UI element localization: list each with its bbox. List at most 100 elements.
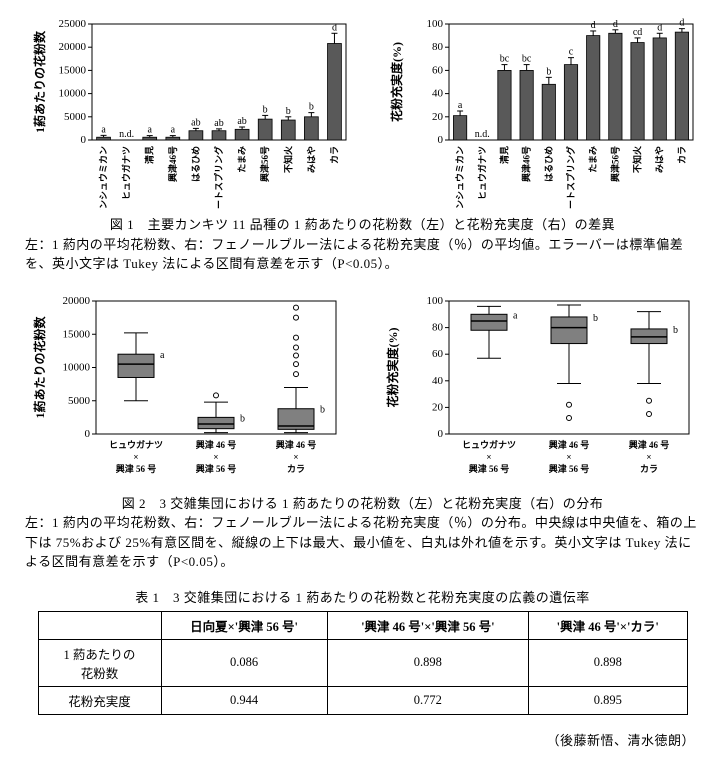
- fig1-caption: 図 1 主要カンキツ 11 品種の 1 葯あたりの花粉数（左）と花粉充実度（右）…: [25, 215, 700, 274]
- svg-text:d: d: [680, 18, 685, 29]
- svg-text:ヒュウガナツ: ヒュウガナツ: [462, 439, 516, 450]
- svg-text:はるひめ: はるひめ: [544, 146, 554, 182]
- svg-text:b: b: [262, 104, 267, 115]
- svg-text:b: b: [547, 66, 552, 77]
- svg-text:×: ×: [486, 452, 491, 462]
- svg-text:20: 20: [432, 401, 444, 413]
- table-cell: 0.944: [161, 686, 327, 714]
- svg-text:清見: 清見: [143, 146, 154, 164]
- svg-text:興津 46 号: 興津 46 号: [276, 439, 317, 450]
- svg-text:b: b: [673, 324, 678, 335]
- svg-text:20: 20: [432, 111, 444, 123]
- svg-text:0: 0: [85, 428, 91, 440]
- svg-text:ヒュウガナツ: ヒュウガナツ: [120, 146, 131, 200]
- table-blank-header: [38, 611, 161, 639]
- fig1-right-chart: 020406080100花粉充実度(%)aウンシュウミカンn.d.ヒュウガナツb…: [381, 10, 701, 210]
- svg-text:a: a: [147, 125, 152, 136]
- svg-text:不知火: 不知火: [282, 145, 293, 173]
- svg-text:10000: 10000: [58, 88, 86, 100]
- svg-text:cd: cd: [633, 27, 642, 38]
- svg-text:ヒュウガナツ: ヒュウガナツ: [109, 439, 163, 450]
- svg-text:0: 0: [437, 428, 443, 440]
- svg-text:20000: 20000: [58, 41, 86, 53]
- svg-text:みはや: みはや: [655, 146, 665, 173]
- svg-text:花粉充実度(%): 花粉充実度(%): [385, 327, 400, 407]
- svg-text:a: a: [101, 124, 106, 135]
- svg-text:興津 46 号: 興津 46 号: [548, 439, 589, 450]
- svg-text:興津 56 号: 興津 56 号: [468, 463, 509, 474]
- figure-2-row: 050001000015000200001葯あたりの花粉数aヒュウガナツ×興津 …: [10, 289, 705, 489]
- svg-text:ウンシュウミカン: ウンシュウミカン: [98, 146, 108, 210]
- fig2-right-chart: 020406080100花粉充実度(%)aヒュウガナツ×興津 56 号b興津 4…: [379, 289, 699, 489]
- table-col-1: 日向夏×'興津 56 号': [161, 611, 327, 639]
- table1-title: 表 1 3 交雑集団における 1 葯あたりの花粉数と花粉充実度の広義の遺伝率: [10, 587, 705, 606]
- table-cell: 0.772: [327, 686, 528, 714]
- svg-text:みはや: みはや: [306, 146, 316, 173]
- svg-text:d: d: [657, 22, 662, 33]
- svg-text:カラ: カラ: [677, 146, 687, 164]
- svg-text:スイートスプリング: スイートスプリング: [213, 146, 224, 210]
- svg-text:興津 46 号: 興津 46 号: [628, 439, 669, 450]
- svg-text:興津 56 号: 興津 56 号: [116, 463, 157, 474]
- svg-text:1葯あたりの花粉数: 1葯あたりの花粉数: [32, 315, 47, 418]
- svg-text:×: ×: [214, 452, 219, 462]
- svg-text:興津56号: 興津56号: [259, 146, 270, 182]
- svg-text:b: b: [593, 312, 598, 323]
- fig2-caption-title: 図 2 3 交雑集団における 1 葯あたりの花粉数（左）と花粉充実度（右）の分布: [25, 494, 700, 514]
- svg-text:たまみ: たまみ: [237, 146, 247, 173]
- svg-text:b: b: [320, 404, 325, 415]
- svg-text:ウンシュウミカン: ウンシュウミカン: [455, 146, 465, 210]
- svg-text:25000: 25000: [58, 18, 86, 30]
- svg-text:5000: 5000: [68, 394, 91, 406]
- svg-text:100: 100: [426, 295, 443, 307]
- svg-text:100: 100: [427, 18, 444, 30]
- svg-text:×: ×: [646, 452, 651, 462]
- table-col-3: '興津 46 号'×'カラ': [529, 611, 687, 639]
- svg-text:ab: ab: [237, 116, 246, 127]
- svg-text:スイートスプリング: スイートスプリング: [565, 146, 576, 210]
- svg-text:a: a: [170, 125, 175, 136]
- svg-text:1葯あたりの花粉数: 1葯あたりの花粉数: [32, 30, 47, 133]
- svg-text:カラ: カラ: [329, 146, 339, 164]
- svg-text:60: 60: [432, 348, 444, 360]
- table-col-2: '興津 46 号'×'興津 56 号': [327, 611, 528, 639]
- table-row: 花粉充実度0.9440.7720.895: [38, 686, 687, 714]
- svg-text:0: 0: [438, 134, 444, 146]
- author-credit: （後藤新悟、清水徳朗）: [10, 730, 695, 749]
- svg-text:×: ×: [134, 452, 139, 462]
- fig1-left-chart: 05000100001500020000250001葯あたりの花粉数aウンシュウ…: [24, 10, 354, 210]
- svg-text:15000: 15000: [58, 64, 86, 76]
- table-row-label: 1 葯あたりの花粉数: [38, 639, 161, 686]
- svg-text:興津46号: 興津46号: [167, 146, 178, 182]
- svg-text:b: b: [286, 106, 291, 117]
- svg-text:0: 0: [80, 134, 86, 146]
- svg-text:興津56号: 興津56号: [610, 146, 621, 182]
- fig1-caption-title: 図 1 主要カンキツ 11 品種の 1 葯あたりの花粉数（左）と花粉充実度（右）…: [25, 215, 700, 235]
- svg-text:不知火: 不知火: [632, 145, 643, 173]
- svg-text:カラ: カラ: [640, 464, 658, 474]
- svg-text:ab: ab: [191, 117, 200, 128]
- svg-text:興津 56 号: 興津 56 号: [548, 463, 589, 474]
- svg-text:n.d.: n.d.: [119, 129, 134, 140]
- svg-text:ab: ab: [214, 118, 223, 129]
- svg-text:b: b: [309, 102, 314, 113]
- svg-text:a: a: [458, 100, 463, 111]
- svg-text:カラ: カラ: [287, 464, 305, 474]
- svg-text:n.d.: n.d.: [475, 129, 490, 140]
- fig1-caption-body: 左：1 葯内の平均花粉数、右：フェノールブルー法による花粉充実度（％）の平均値。…: [25, 235, 700, 274]
- svg-text:20000: 20000: [63, 295, 91, 307]
- svg-text:a: a: [513, 310, 518, 321]
- svg-text:はるひめ: はるひめ: [191, 146, 201, 182]
- table-cell: 0.898: [529, 639, 687, 686]
- svg-text:40: 40: [432, 88, 444, 100]
- svg-text:×: ×: [566, 452, 571, 462]
- svg-text:d: d: [591, 20, 596, 31]
- fig2-left-chart: 050001000015000200001葯あたりの花粉数aヒュウガナツ×興津 …: [26, 289, 346, 489]
- svg-text:10000: 10000: [63, 361, 91, 373]
- heritability-table: 日向夏×'興津 56 号' '興津 46 号'×'興津 56 号' '興津 46…: [38, 611, 688, 715]
- svg-text:bc: bc: [500, 54, 510, 65]
- table-row-label: 花粉充実度: [38, 686, 161, 714]
- svg-text:b: b: [240, 413, 245, 424]
- svg-text:a: a: [160, 350, 165, 361]
- svg-text:80: 80: [432, 321, 444, 333]
